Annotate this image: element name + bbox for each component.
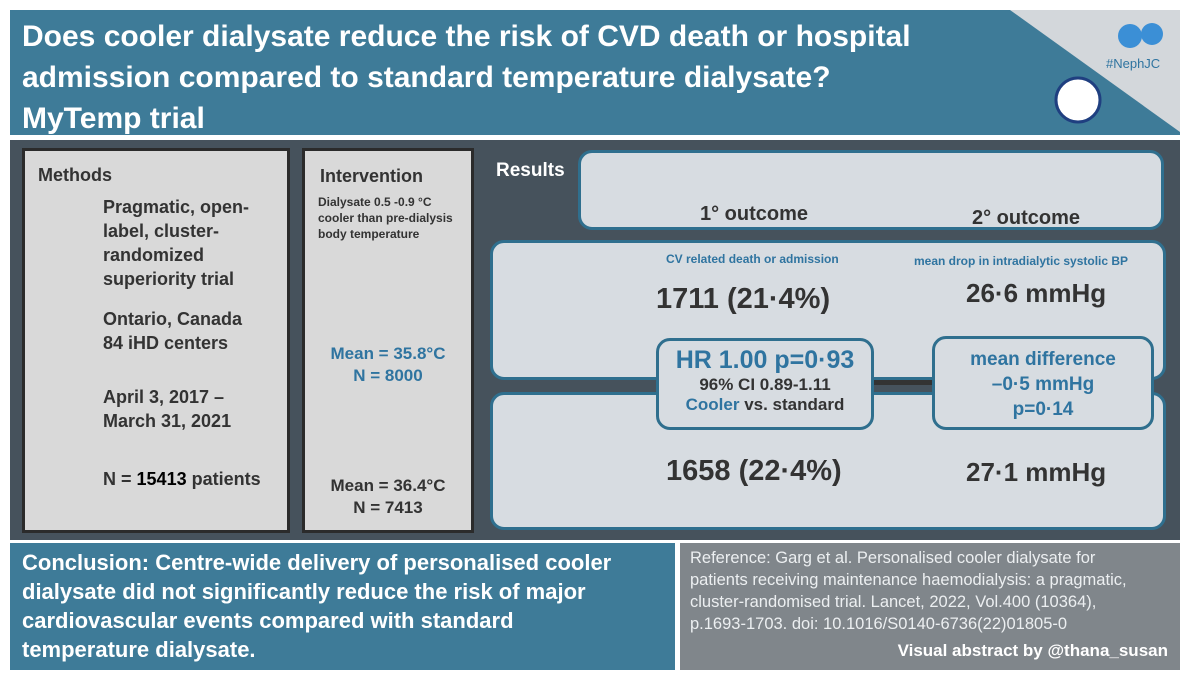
standard-primary: 1658 (22·4%) [666,455,842,487]
setting: Ontario, Canada 84 iHD centers [103,307,242,355]
reference: Reference: Garg et al. Personalised cool… [680,543,1180,670]
line: cooler than pre-dialysis [318,211,453,225]
results-title: Results [496,160,565,181]
intervention-panel [302,148,474,533]
sample-size: N = 15413 patients [103,469,261,490]
standard-secondary: 27·1 mmHg [966,457,1107,487]
secondary-outcome: 2° outcome [972,207,1081,229]
intervention-title: Intervention [320,166,424,186]
title: Does cooler dialysate reduce the risk of… [22,16,911,139]
hr: HR 1.00 p=0·93 [675,346,855,374]
line: randomized [103,245,205,265]
description: Dialysate 0.5 -0.9 °C cooler than pre-dia… [318,194,453,242]
line: March 31, 2021 [103,411,232,431]
mean-difference-box: mean difference –0·5 mmHg p=0·14 [932,336,1154,430]
label: mean difference [970,349,1116,370]
line: April 3, 2017 – [103,387,225,407]
p-value: p=0·14 [1012,399,1074,420]
n-value: 15413 [136,469,187,489]
line: superiority trial [103,269,235,289]
title-line: admission compared to standard temperatu… [22,61,831,94]
title-line: Does cooler dialysate reduce the risk of… [22,20,911,53]
cooler-arm: Mean = 35.8°C N = 8000 [305,343,471,387]
mean: Mean = 35.8°C [330,344,446,363]
header [10,10,1180,135]
n-suffix: patients [191,469,261,489]
line: Pragmatic, open- [103,197,250,217]
line: patients receiving maintenance haemodial… [690,571,1127,589]
line: label, cluster- [103,221,220,241]
n-prefix: N = [103,469,132,489]
cooler-secondary: 26·6 mmHg [966,278,1107,308]
title-line: MyTemp trial [22,102,205,135]
line: 84 iHD centers [103,333,229,353]
cooler-primary: 1711 (21·4%) [656,283,831,315]
n: N = 7413 [353,498,423,517]
line: dialysate did not significantly reduce t… [22,579,586,604]
primary-outcome: 1° outcome [700,203,809,225]
n: N = 8000 [353,366,423,385]
group: Cooler [685,395,740,414]
outcomes-box [578,150,1164,230]
line: body temperature [318,227,420,241]
secondary-label: mean drop in intradialytic systolic BP [914,254,1129,268]
ci: 96% CI 0.89-1.11 [699,375,831,394]
line: Reference: Garg et al. Personalised cool… [690,549,1096,567]
methods-title: Methods [38,165,112,185]
line: temperature dialysate. [22,637,256,662]
versus: vs. standard [744,395,845,414]
line: Conclusion: Centre-wide delivery of pers… [22,550,612,575]
design: Pragmatic, open-label, cluster-randomize… [103,195,249,291]
methods-panel [22,148,290,533]
line: Ontario, Canada [103,309,243,329]
primary-label: CV related death or admission [666,252,839,266]
hashtag: #NephJC [1106,56,1161,71]
dates: April 3, 2017 – March 31, 2021 [103,385,231,433]
standard-arm: Mean = 36.4°C N = 7413 [305,475,471,519]
line: cluster-randomised trial. Lancet, 2022, … [690,593,1097,611]
mean: Mean = 36.4°C [330,476,446,495]
conclusion: Conclusion: Centre-wide delivery of pers… [10,543,675,670]
line: cardiovascular events compared with stan… [22,608,514,633]
hr-box: HR 1.00 p=0·93 96% CI 0.89-1.11 Cooler v… [656,338,874,430]
line: Dialysate 0.5 -0.9 °C [318,195,432,209]
value: –0·5 mmHg [991,374,1095,395]
line: p.1693-1703. doi: 10.1016/S0140-6736(22)… [690,615,1068,633]
credit: Visual abstract by @thana_susan [897,641,1168,660]
